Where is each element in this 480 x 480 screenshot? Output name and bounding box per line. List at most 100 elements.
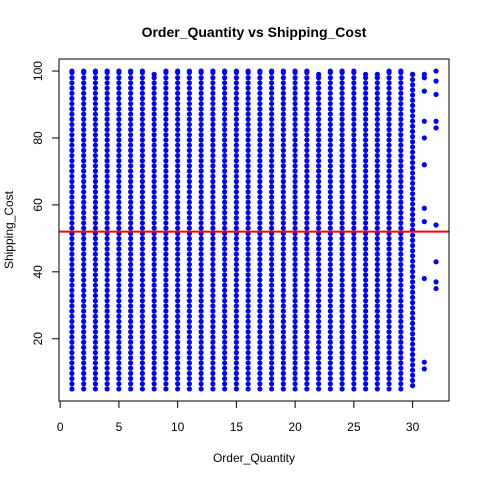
data-point [374,256,380,262]
data-point [104,90,110,96]
data-point [363,334,369,340]
data-point [151,184,157,190]
data-point [175,308,181,314]
data-point [175,287,181,293]
data-point [398,344,404,351]
data-point [339,365,345,371]
data-point [386,132,392,138]
data-point [116,95,122,102]
data-point [398,334,404,340]
data-point [409,102,416,109]
data-point [245,220,251,226]
data-point [186,68,192,74]
data-point [128,80,134,86]
data-point [128,220,134,226]
data-point [269,95,275,102]
data-point [374,246,380,252]
data-point [186,303,192,309]
data-point [316,101,322,107]
data-point [81,339,87,345]
data-point [351,344,357,351]
data-point [128,241,134,247]
data-point [116,158,122,164]
data-point [374,80,380,86]
data-point [409,336,416,342]
data-point [280,370,286,376]
data-point [351,381,357,387]
data-point [116,121,122,128]
data-point [222,261,228,268]
data-point [339,329,345,335]
data-point [233,178,239,185]
data-point [316,355,322,361]
data-point [233,189,239,195]
data-point [316,329,322,335]
data-point [316,277,322,283]
data-point [233,344,239,351]
data-point [163,90,169,96]
data-point [151,277,157,283]
data-point [81,90,87,96]
data-point [374,194,380,200]
data-point [316,168,322,174]
data-point [327,292,333,299]
data-point [175,355,181,361]
data-point [304,292,310,299]
data-point [269,235,275,242]
data-point [151,95,157,102]
data-point [163,329,169,335]
data-point [257,199,263,205]
data-point [210,386,216,392]
data-point [69,298,75,304]
data-point [139,386,145,392]
data-point [292,116,298,122]
data-point [386,386,392,392]
data-point [269,220,275,226]
data-point [327,116,333,122]
data-point [104,324,110,330]
data-point [151,127,157,133]
data-point [92,127,99,133]
data-point [233,298,239,304]
data-point [339,272,345,278]
data-point [139,90,145,96]
data-point [351,106,357,112]
data-point [269,184,275,190]
data-point [409,372,416,378]
data-point [327,386,333,392]
data-point [269,365,275,371]
data-point [280,235,286,242]
data-point [351,339,357,345]
data-point [104,282,110,288]
data-point [269,158,275,164]
data-point [222,303,228,309]
data-point [163,168,169,174]
data-point [151,204,157,211]
data-point [175,116,181,122]
data-point [351,184,357,190]
data-point [163,101,169,107]
data-point [409,305,416,311]
data-point [186,168,192,174]
data-point [128,308,134,314]
data-point [245,386,251,392]
data-point [186,298,192,304]
data-point [280,90,286,96]
data-point [186,365,192,371]
data-point [233,303,239,309]
data-point [198,189,204,195]
data-point [257,142,263,148]
data-point [163,199,169,205]
data-point [139,324,145,330]
data-point [433,279,439,285]
data-point [386,256,392,262]
data-point [69,80,75,86]
data-point [139,303,145,309]
data-point [398,142,404,148]
data-point [386,261,392,268]
data-point [163,308,169,314]
data-point [316,106,322,112]
data-point [374,101,380,107]
data-point [222,272,228,278]
data-point [339,178,345,185]
